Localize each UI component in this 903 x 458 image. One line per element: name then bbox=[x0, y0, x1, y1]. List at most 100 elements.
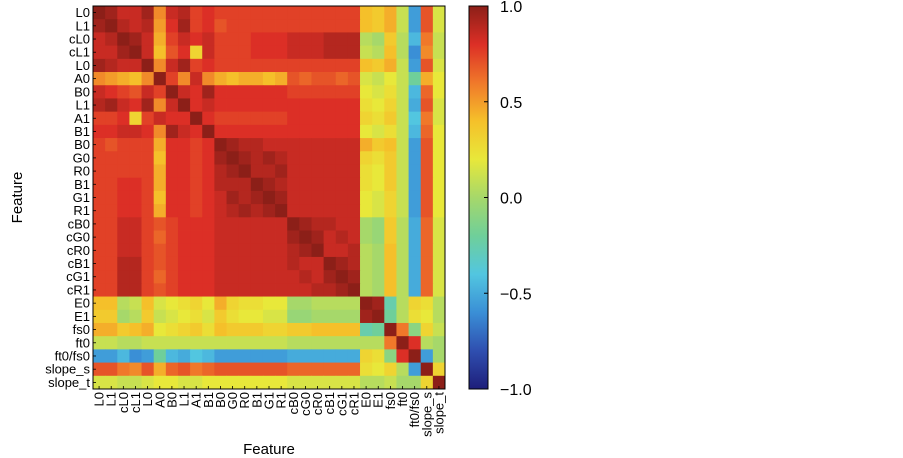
heatmap-cell bbox=[262, 309, 276, 324]
heatmap-cell bbox=[408, 19, 422, 33]
heatmap-cell bbox=[347, 151, 361, 165]
heatmap-cell bbox=[360, 375, 373, 390]
heatmap-cell bbox=[372, 164, 385, 179]
heatmap-cell bbox=[190, 6, 203, 20]
heatmap-cell bbox=[129, 85, 142, 99]
colorbar-tick-label: −0.5 bbox=[500, 286, 532, 303]
heatmap-cell bbox=[408, 124, 422, 139]
heatmap-cell bbox=[299, 230, 312, 245]
heatmap-cell bbox=[190, 322, 203, 337]
heatmap-cell bbox=[323, 32, 337, 47]
heatmap-cell bbox=[335, 217, 349, 231]
heatmap-cell bbox=[262, 362, 276, 377]
heatmap-cell bbox=[299, 6, 312, 20]
heatmap-cell bbox=[299, 322, 312, 337]
y-tick-label: E1 bbox=[74, 309, 90, 324]
heatmap-cell bbox=[347, 283, 361, 297]
heatmap-cell bbox=[93, 85, 106, 99]
heatmap-cell bbox=[250, 309, 264, 324]
heatmap-cell bbox=[165, 217, 179, 231]
heatmap-cell bbox=[238, 190, 252, 205]
heatmap-cell bbox=[153, 111, 167, 126]
heatmap-cell bbox=[105, 151, 118, 165]
heatmap-cell bbox=[323, 217, 337, 231]
heatmap-cell bbox=[93, 32, 106, 47]
heatmap-cell bbox=[420, 204, 434, 218]
heatmap-cell bbox=[250, 349, 264, 363]
heatmap-cell bbox=[165, 283, 179, 297]
heatmap-cell bbox=[323, 98, 337, 113]
x-tick-label: G1 bbox=[262, 392, 277, 409]
heatmap-cell bbox=[360, 217, 373, 231]
heatmap-cell bbox=[214, 296, 227, 311]
heatmap-cell bbox=[420, 98, 434, 113]
heatmap-cell bbox=[129, 256, 142, 271]
x-tick-label: cL1 bbox=[128, 392, 143, 413]
heatmap-cell bbox=[129, 362, 142, 377]
heatmap-cell bbox=[372, 72, 385, 86]
heatmap-cell bbox=[93, 322, 106, 337]
heatmap-cell bbox=[226, 98, 240, 113]
heatmap-cell bbox=[408, 336, 422, 350]
heatmap-cell bbox=[335, 151, 349, 165]
heatmap-cell bbox=[384, 375, 397, 390]
heatmap-cell bbox=[275, 322, 288, 337]
heatmap-cell bbox=[372, 309, 385, 324]
heatmap-cell bbox=[384, 204, 397, 218]
heatmap-cell bbox=[190, 243, 203, 258]
heatmap-cell bbox=[323, 190, 337, 205]
heatmap-cell bbox=[262, 336, 276, 350]
heatmap-cell bbox=[299, 349, 312, 363]
heatmap-cell bbox=[311, 85, 325, 99]
heatmap-cell bbox=[129, 190, 142, 205]
heatmap-cell bbox=[299, 270, 312, 284]
heatmap-cell bbox=[190, 309, 203, 324]
heatmap-cell bbox=[323, 309, 337, 324]
y-tick-label: L1 bbox=[76, 18, 90, 33]
heatmap-cell bbox=[202, 32, 215, 47]
heatmap-cell bbox=[384, 58, 397, 73]
heatmap-cell bbox=[93, 256, 106, 271]
heatmap-cell bbox=[93, 45, 106, 60]
heatmap-cell bbox=[311, 177, 325, 192]
heatmap-cell bbox=[432, 177, 446, 192]
heatmap-cell bbox=[299, 336, 312, 350]
heatmap-cell bbox=[408, 204, 422, 218]
heatmap-cell bbox=[93, 111, 106, 126]
heatmap-cell bbox=[420, 177, 434, 192]
heatmap-cell bbox=[117, 98, 130, 113]
heatmap-cell bbox=[299, 72, 312, 86]
heatmap-cell bbox=[141, 375, 155, 390]
heatmap-cell bbox=[226, 19, 240, 33]
heatmap-cell bbox=[262, 6, 276, 20]
heatmap-cell bbox=[153, 72, 167, 86]
heatmap-cell bbox=[250, 243, 264, 258]
heatmap-cell bbox=[214, 283, 227, 297]
heatmap-cell bbox=[214, 256, 227, 271]
heatmap-cell bbox=[202, 349, 215, 363]
heatmap-cell bbox=[190, 217, 203, 231]
heatmap-cell bbox=[372, 362, 385, 377]
heatmap-cell bbox=[287, 190, 300, 205]
heatmap-cell bbox=[384, 85, 397, 99]
heatmap-cell bbox=[396, 322, 409, 337]
heatmap-cell bbox=[93, 177, 106, 192]
heatmap-cell bbox=[129, 296, 142, 311]
heatmap-cell bbox=[396, 151, 409, 165]
heatmap-cell bbox=[275, 256, 288, 271]
heatmap-cell bbox=[347, 217, 361, 231]
heatmap-cell bbox=[275, 85, 288, 99]
heatmap-cell bbox=[299, 32, 312, 47]
heatmap-cell bbox=[396, 45, 409, 60]
heatmap-cell bbox=[360, 32, 373, 47]
heatmap-cell bbox=[129, 322, 142, 337]
heatmap-cell bbox=[153, 362, 167, 377]
heatmap-cell bbox=[153, 45, 167, 60]
heatmap-cell bbox=[384, 336, 397, 350]
heatmap-cell bbox=[141, 177, 155, 192]
heatmap-cell bbox=[238, 309, 252, 324]
heatmap-cell bbox=[420, 190, 434, 205]
heatmap-cell bbox=[347, 6, 361, 20]
heatmap-cell bbox=[262, 349, 276, 363]
heatmap-cell bbox=[432, 204, 446, 218]
